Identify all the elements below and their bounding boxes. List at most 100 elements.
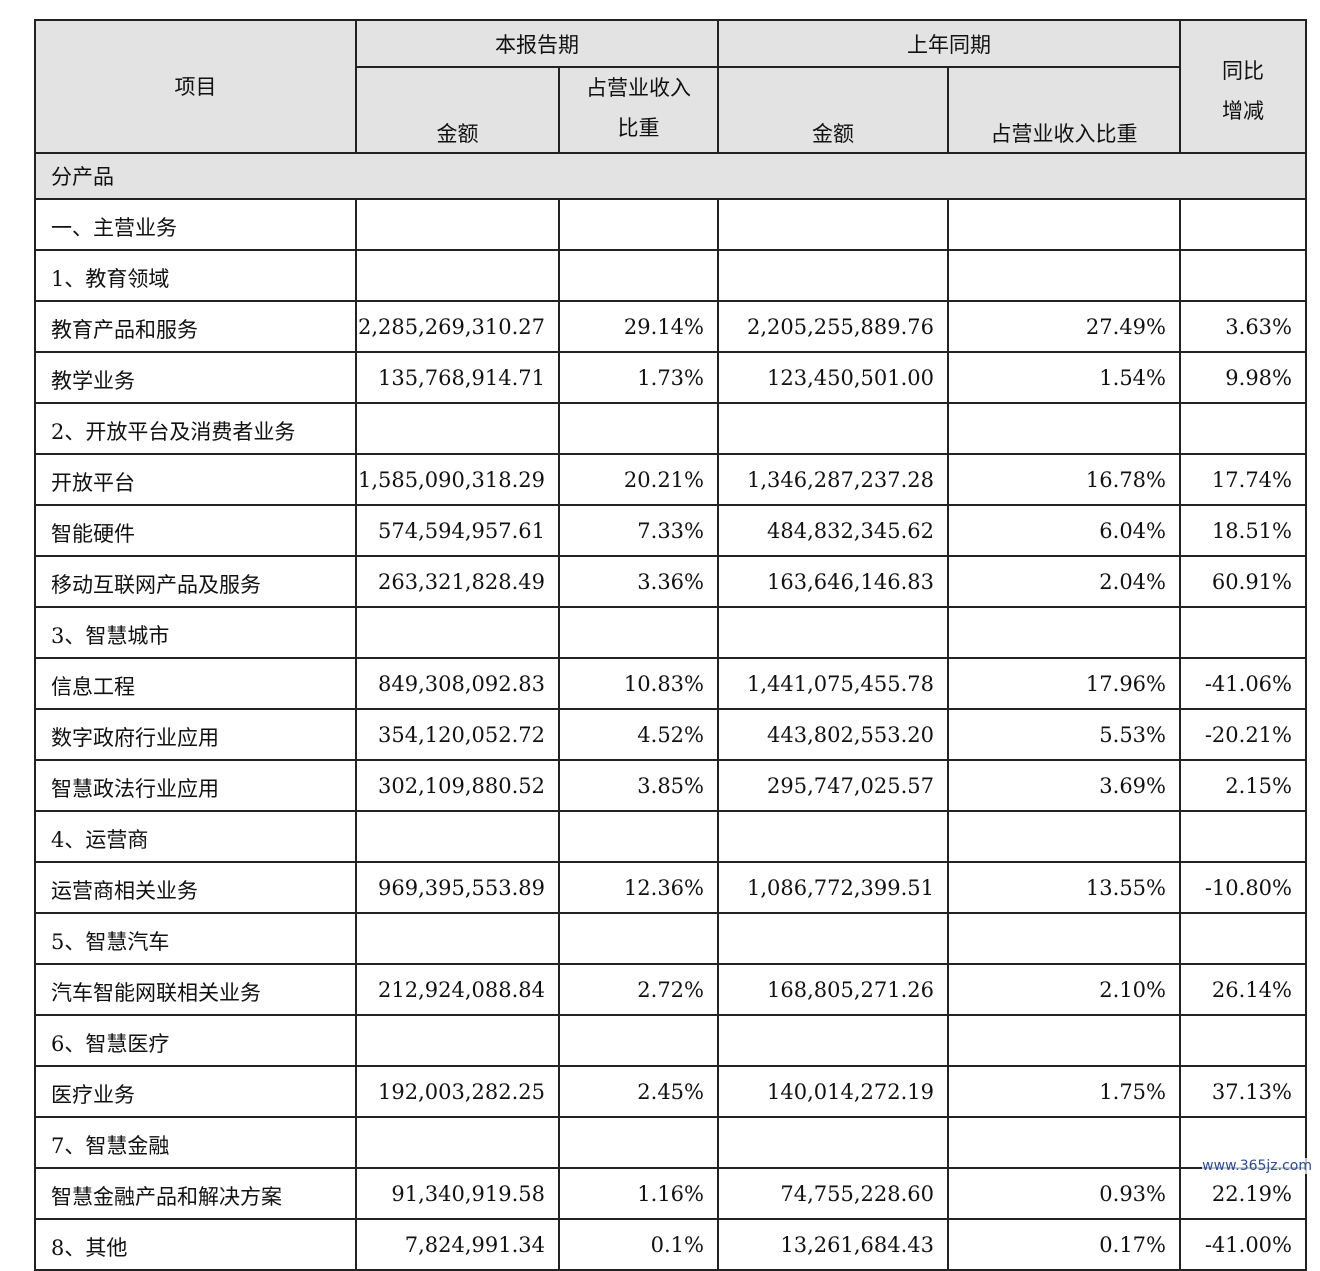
table-row: 6、智慧医疗 bbox=[34, 1014, 1307, 1067]
prior-amount-cell: 484,832,345.62 bbox=[717, 504, 949, 557]
current-ratio-cell bbox=[558, 198, 719, 251]
table-row: 移动互联网产品及服务 263,321,828.49 3.36% 163,646,146… bbox=[34, 555, 1307, 608]
current-ratio-cell: 7.33% bbox=[558, 504, 719, 557]
table-row: 智慧金融产品和解决方案 91,340,919.58 1.16% 74,755,228.… bbox=[34, 1167, 1307, 1220]
header-yoy-line1: 同比 bbox=[1222, 59, 1264, 83]
yoy-change-cell bbox=[1179, 198, 1307, 251]
current-amount-cell bbox=[355, 249, 560, 302]
yoy-change-cell: 9.98% bbox=[1179, 351, 1307, 404]
table-row: 智慧政法行业应用 302,109,880.52 3.85% 295,747,025.5… bbox=[34, 759, 1307, 812]
row-label: 2、开放平台及消费者业务 bbox=[34, 402, 357, 455]
current-ratio-cell bbox=[558, 606, 719, 659]
prior-amount-cell bbox=[717, 198, 949, 251]
yoy-change-cell: -20.21% bbox=[1179, 708, 1307, 761]
current-ratio-cell bbox=[558, 402, 719, 455]
row-label: 运营商相关业务 bbox=[34, 861, 357, 914]
revenue-by-product-table: 项目 本报告期 上年同期 同比 增减 金额 占营业收入 比重 金额 占营业收入比… bbox=[34, 19, 1307, 1271]
row-label: 1、教育领域 bbox=[34, 249, 357, 302]
yoy-change-cell: 17.74% bbox=[1179, 453, 1307, 506]
yoy-change-cell: 18.51% bbox=[1179, 504, 1307, 557]
prior-amount-cell bbox=[717, 1116, 949, 1169]
prior-ratio-cell: 1.54% bbox=[947, 351, 1181, 404]
current-amount-cell: 354,120,052.72 bbox=[355, 708, 560, 761]
yoy-change-cell bbox=[1179, 402, 1307, 455]
row-label: 智慧金融产品和解决方案 bbox=[34, 1167, 357, 1220]
prior-ratio-cell: 16.78% bbox=[947, 453, 1181, 506]
prior-ratio-cell: 5.53% bbox=[947, 708, 1181, 761]
current-ratio-cell: 2.72% bbox=[558, 963, 719, 1016]
current-ratio-cell: 1.16% bbox=[558, 1167, 719, 1220]
table-row: 4、运营商 bbox=[34, 810, 1307, 863]
current-ratio-cell: 4.52% bbox=[558, 708, 719, 761]
yoy-change-cell: 2.15% bbox=[1179, 759, 1307, 812]
header-current-ratio-line1: 占营业收入 bbox=[586, 76, 691, 100]
row-label: 智能硬件 bbox=[34, 504, 357, 557]
prior-ratio-cell bbox=[947, 810, 1181, 863]
current-amount-cell: 212,924,088.84 bbox=[355, 963, 560, 1016]
prior-ratio-cell bbox=[947, 249, 1181, 302]
prior-amount-cell: 123,450,501.00 bbox=[717, 351, 949, 404]
current-amount-cell: 192,003,282.25 bbox=[355, 1065, 560, 1118]
prior-ratio-cell: 3.69% bbox=[947, 759, 1181, 812]
table-row: 医疗业务 192,003,282.25 2.45% 140,014,272.19 1.7… bbox=[34, 1065, 1307, 1118]
prior-amount-cell bbox=[717, 606, 949, 659]
current-ratio-cell: 2.45% bbox=[558, 1065, 719, 1118]
current-amount-cell: 1,585,090,318.29 bbox=[355, 453, 560, 506]
prior-amount-cell: 295,747,025.57 bbox=[717, 759, 949, 812]
current-amount-cell bbox=[355, 810, 560, 863]
row-label: 3、智慧城市 bbox=[34, 606, 357, 659]
current-ratio-cell bbox=[558, 912, 719, 965]
current-amount-cell bbox=[355, 912, 560, 965]
prior-amount-cell bbox=[717, 810, 949, 863]
header-current-ratio-line2: 比重 bbox=[617, 116, 660, 140]
table-row: 数字政府行业应用 354,120,052.72 4.52% 443,802,553.2… bbox=[34, 708, 1307, 761]
prior-amount-cell bbox=[717, 249, 949, 302]
current-amount-cell bbox=[355, 198, 560, 251]
row-label: 开放平台 bbox=[34, 453, 357, 506]
table-row: 1、教育领域 bbox=[34, 249, 1307, 302]
table-row: 7、智慧金融 bbox=[34, 1116, 1307, 1169]
current-amount-cell: 574,594,957.61 bbox=[355, 504, 560, 557]
prior-ratio-cell: 13.55% bbox=[947, 861, 1181, 914]
current-amount-cell: 969,395,553.89 bbox=[355, 861, 560, 914]
prior-amount-cell: 13,261,684.43 bbox=[717, 1218, 949, 1271]
table-row: 教学业务 135,768,914.71 1.73% 123,450,501.00 1.5… bbox=[34, 351, 1307, 404]
yoy-change-cell: 22.19% bbox=[1179, 1167, 1307, 1220]
row-label: 7、智慧金融 bbox=[34, 1116, 357, 1169]
row-label: 5、智慧汽车 bbox=[34, 912, 357, 965]
prior-amount-cell: 140,014,272.19 bbox=[717, 1065, 949, 1118]
prior-ratio-cell: 0.17% bbox=[947, 1218, 1181, 1271]
current-amount-cell: 135,768,914.71 bbox=[355, 351, 560, 404]
current-ratio-cell: 0.1% bbox=[558, 1218, 719, 1271]
current-ratio-cell: 3.85% bbox=[558, 759, 719, 812]
current-ratio-cell: 3.36% bbox=[558, 555, 719, 608]
header-current-amount: 金额 bbox=[355, 66, 560, 154]
header-prior-period: 上年同期 bbox=[717, 19, 1181, 68]
yoy-change-cell: -10.80% bbox=[1179, 861, 1307, 914]
header-current-period: 本报告期 bbox=[355, 19, 719, 68]
current-amount-cell: 302,109,880.52 bbox=[355, 759, 560, 812]
prior-amount-cell bbox=[717, 912, 949, 965]
row-label: 8、其他 bbox=[34, 1218, 357, 1271]
row-label: 教学业务 bbox=[34, 351, 357, 404]
prior-amount-cell: 1,441,075,455.78 bbox=[717, 657, 949, 710]
yoy-change-cell: -41.06% bbox=[1179, 657, 1307, 710]
row-label: 医疗业务 bbox=[34, 1065, 357, 1118]
prior-amount-cell: 1,086,772,399.51 bbox=[717, 861, 949, 914]
table-row: 3、智慧城市 bbox=[34, 606, 1307, 659]
prior-ratio-cell: 2.10% bbox=[947, 963, 1181, 1016]
prior-ratio-cell bbox=[947, 1014, 1181, 1067]
yoy-change-cell bbox=[1179, 249, 1307, 302]
header-yoy-line2: 增减 bbox=[1222, 99, 1264, 123]
yoy-change-cell: 3.63% bbox=[1179, 300, 1307, 353]
current-ratio-cell: 29.14% bbox=[558, 300, 719, 353]
table-row: 教育产品和服务 2,285,269,310.27 29.14% 2,205,255,8… bbox=[34, 300, 1307, 353]
current-ratio-cell: 12.36% bbox=[558, 861, 719, 914]
prior-ratio-cell bbox=[947, 606, 1181, 659]
prior-ratio-cell bbox=[947, 198, 1181, 251]
current-amount-cell bbox=[355, 1116, 560, 1169]
table-row: 智能硬件 574,594,957.61 7.33% 484,832,345.62 6.0… bbox=[34, 504, 1307, 557]
table-row: 汽车智能网联相关业务 212,924,088.84 2.72% 168,805,271… bbox=[34, 963, 1307, 1016]
yoy-change-cell bbox=[1179, 1014, 1307, 1067]
header-item: 项目 bbox=[34, 19, 357, 154]
